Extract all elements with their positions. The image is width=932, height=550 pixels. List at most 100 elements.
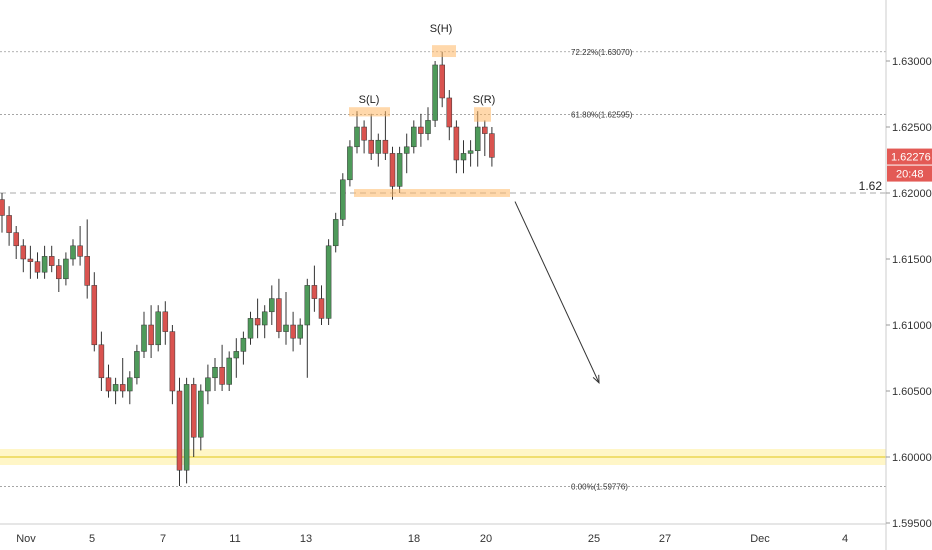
candle-body [77,245,83,257]
y-tick-label: 1.61500 [892,254,932,266]
candle-body [354,126,360,148]
candle-body [226,357,232,385]
candle [396,146,403,193]
candle [325,239,332,325]
candle [453,120,460,174]
x-tick-label: 7 [160,533,166,545]
candle [212,358,218,391]
x-tick-label: 18 [408,533,420,545]
candle [205,364,211,405]
candle [354,111,360,154]
candle [460,140,467,174]
candle [489,127,495,167]
candle-body [205,377,211,392]
x-tick-label: 5 [89,533,95,545]
candle [439,51,445,108]
candle-body [127,377,133,392]
candle-body [254,318,261,326]
candle-body [361,126,367,141]
candle-body [56,265,62,280]
candle [247,311,254,345]
candle [219,344,225,391]
candle [482,120,488,157]
overlay-layer: S(L) S(H) S(R) [349,23,600,384]
candle [77,226,83,266]
pattern-label: S(R) [473,94,496,106]
candle [261,305,268,339]
candle [311,265,318,312]
candle [127,371,133,405]
candle [34,252,41,279]
candle [269,285,275,325]
candle [290,311,296,352]
candle-body [6,215,12,233]
pattern-label: S(H) [430,23,453,35]
candle-body [325,245,332,319]
price-tag-label: 1.62276 [891,152,931,164]
neckline-label: 1.62 [859,179,883,193]
candle-body [219,366,225,385]
candle [84,219,90,299]
candle [13,226,19,259]
shoulder-right-box [474,107,491,122]
price-tag-bg [887,148,932,165]
candle-body [375,139,382,154]
x-tick-label: Nov [16,533,36,545]
candle-body [297,324,303,339]
candle-body [425,120,431,134]
x-tick-label: 20 [480,533,492,545]
fib-label: 0.00%(1.59776) [571,483,628,492]
candle-body [446,97,453,128]
projection-arrow [514,201,600,384]
candle [176,377,183,487]
candle-body [439,64,445,99]
countdown-label: 20:48 [896,169,924,181]
candle [403,133,410,174]
candle-body [432,64,438,121]
countdown-tag-bg [887,165,932,182]
candle-body [183,384,190,471]
candle-body [340,179,346,220]
y-tick-label: 1.59500 [892,518,932,530]
candle [361,120,367,154]
candle [467,140,474,167]
levels-layer: 1.62 72.22%(1.63070) 61.80%(1.62595) 0.00%(… [0,48,886,492]
candle-body [347,146,353,181]
neckline-box [354,189,510,197]
candle-body [119,384,126,392]
x-tick-label: 27 [659,533,671,545]
candle [432,61,438,127]
candle-body [112,384,119,392]
candle-body [27,258,34,262]
projection-arrow-head [592,374,600,384]
candles-layer [0,51,495,487]
candle [233,338,240,378]
candle [134,344,140,385]
candle-body [482,126,488,134]
candle [98,331,105,391]
candle-body [318,298,325,319]
candle-body [489,133,495,158]
candle [141,311,147,358]
y-tick-label: 1.61000 [892,320,932,332]
candle [63,252,69,286]
candle [198,384,204,451]
candle-body [148,324,154,346]
candle [20,239,27,273]
candle-body [418,126,424,134]
candle-body [304,285,311,326]
candle [155,305,161,352]
candle [375,133,382,167]
candle-body [212,366,218,379]
y-tick-label: 1.62000 [892,188,932,200]
candle [332,212,339,253]
candle-body [233,351,240,359]
x-tick-label: 4 [842,533,848,545]
candle [318,285,325,325]
candle-body [467,150,474,154]
candle [276,278,282,339]
candle-body [283,324,289,332]
candle-body [311,285,318,299]
